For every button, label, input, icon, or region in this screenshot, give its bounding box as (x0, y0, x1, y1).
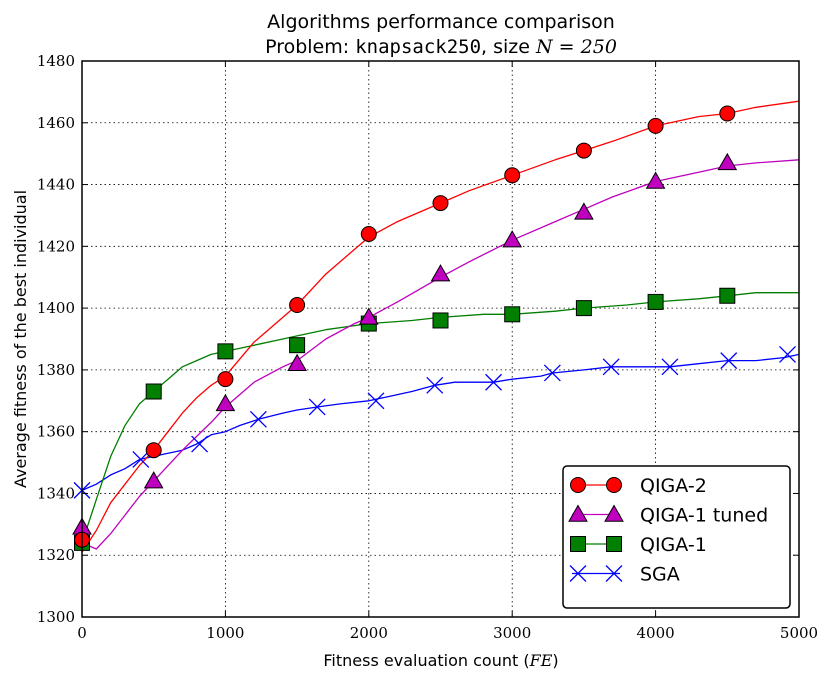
data-point (358, 307, 379, 325)
data-point (779, 345, 796, 363)
plot-area (81, 60, 800, 618)
x-tick-label: 1000 (206, 624, 244, 642)
subtitle-mid: , size (481, 36, 536, 58)
y-tick-label: 1380 (37, 361, 75, 379)
subtitle-prefix: Problem: (265, 36, 355, 58)
data-point (574, 202, 594, 220)
data-point (719, 287, 736, 304)
legend-marker (605, 565, 623, 582)
y-tick-label: 1480 (37, 52, 75, 70)
legend-marker (606, 536, 622, 552)
legend-marker (604, 504, 624, 522)
data-point (647, 293, 664, 310)
legend: QIGA-2 QIGA-1 tuned QIGA-1 SGA (562, 465, 791, 609)
data-point (430, 264, 451, 282)
legend-label: QIGA-1 tuned (640, 505, 768, 527)
y-tick-label: 1320 (37, 546, 75, 564)
legend-label: QIGA-1 (640, 534, 707, 556)
data-point (217, 343, 234, 360)
x-tick-label: 3000 (493, 624, 531, 642)
y-tick-label: 1420 (37, 237, 75, 255)
data-point (432, 195, 449, 212)
data-point (661, 358, 679, 376)
data-point (143, 471, 164, 489)
data-point (720, 352, 738, 370)
subtitle-size: N = 250 (535, 36, 617, 58)
data-point (575, 142, 592, 159)
y-tick-label: 1440 (37, 176, 75, 194)
data-point (645, 171, 666, 189)
chart-title: Algorithms performance comparison (267, 11, 615, 33)
data-point (191, 435, 209, 453)
y-axis-label: Average fitness of the best individual (11, 190, 30, 488)
subtitle-problem: knapsack250 (355, 36, 481, 58)
legend-marker (570, 536, 586, 552)
ticks: 0 1000 2000 3000 4000 5000 1300 1320 1340 1360 138… (37, 52, 818, 642)
data-point (215, 393, 236, 412)
x-axis-label-close: ) (552, 651, 558, 670)
data-point (719, 105, 736, 122)
legend-marker (569, 565, 587, 582)
data-point (289, 337, 306, 354)
y-tick-label: 1360 (37, 423, 75, 441)
data-point (289, 297, 306, 314)
chart-subtitle: Problem: knapsack250, size N = 250 (265, 36, 617, 58)
legend-marker (570, 477, 586, 493)
x-axis-label: Fitness evaluation count (FE) (323, 651, 558, 670)
data-point (432, 312, 449, 329)
data-point (502, 230, 523, 248)
x-axis-label-math: FE (529, 651, 553, 670)
data-point (426, 376, 444, 394)
x-tick-label: 4000 (637, 624, 675, 642)
data-point (367, 392, 385, 410)
legend-box (562, 465, 791, 609)
data-point (132, 451, 150, 468)
data-point (360, 225, 377, 242)
series-line-sga (81, 353, 800, 491)
legend-label: QIGA-2 (640, 475, 707, 497)
series-line-qiga-1-tuned (81, 159, 800, 550)
y-tick-label: 1460 (37, 114, 75, 132)
data-point (602, 358, 620, 376)
data-point (145, 383, 162, 400)
data-point (308, 398, 326, 416)
data-point (543, 364, 561, 382)
data-point (145, 442, 162, 459)
y-tick-label: 1340 (37, 484, 75, 502)
data-point (485, 373, 503, 391)
data-point (504, 306, 521, 323)
data-point (287, 353, 307, 371)
x-axis-label-text: Fitness evaluation count ( (323, 651, 529, 670)
legend-label: SGA (640, 564, 680, 586)
data-point (647, 117, 664, 134)
legend-marker (606, 477, 622, 493)
data-point (575, 300, 592, 317)
data-point (249, 410, 267, 428)
legend-marker (568, 504, 588, 522)
data-point (504, 167, 521, 184)
y-tick-label: 1400 (37, 299, 75, 317)
data-point (217, 371, 234, 388)
y-tick-label: 1300 (37, 608, 75, 626)
x-tick-label: 0 (77, 624, 87, 642)
data-point (717, 152, 738, 171)
x-tick-label: 2000 (350, 624, 388, 642)
x-tick-label: 5000 (780, 624, 818, 642)
